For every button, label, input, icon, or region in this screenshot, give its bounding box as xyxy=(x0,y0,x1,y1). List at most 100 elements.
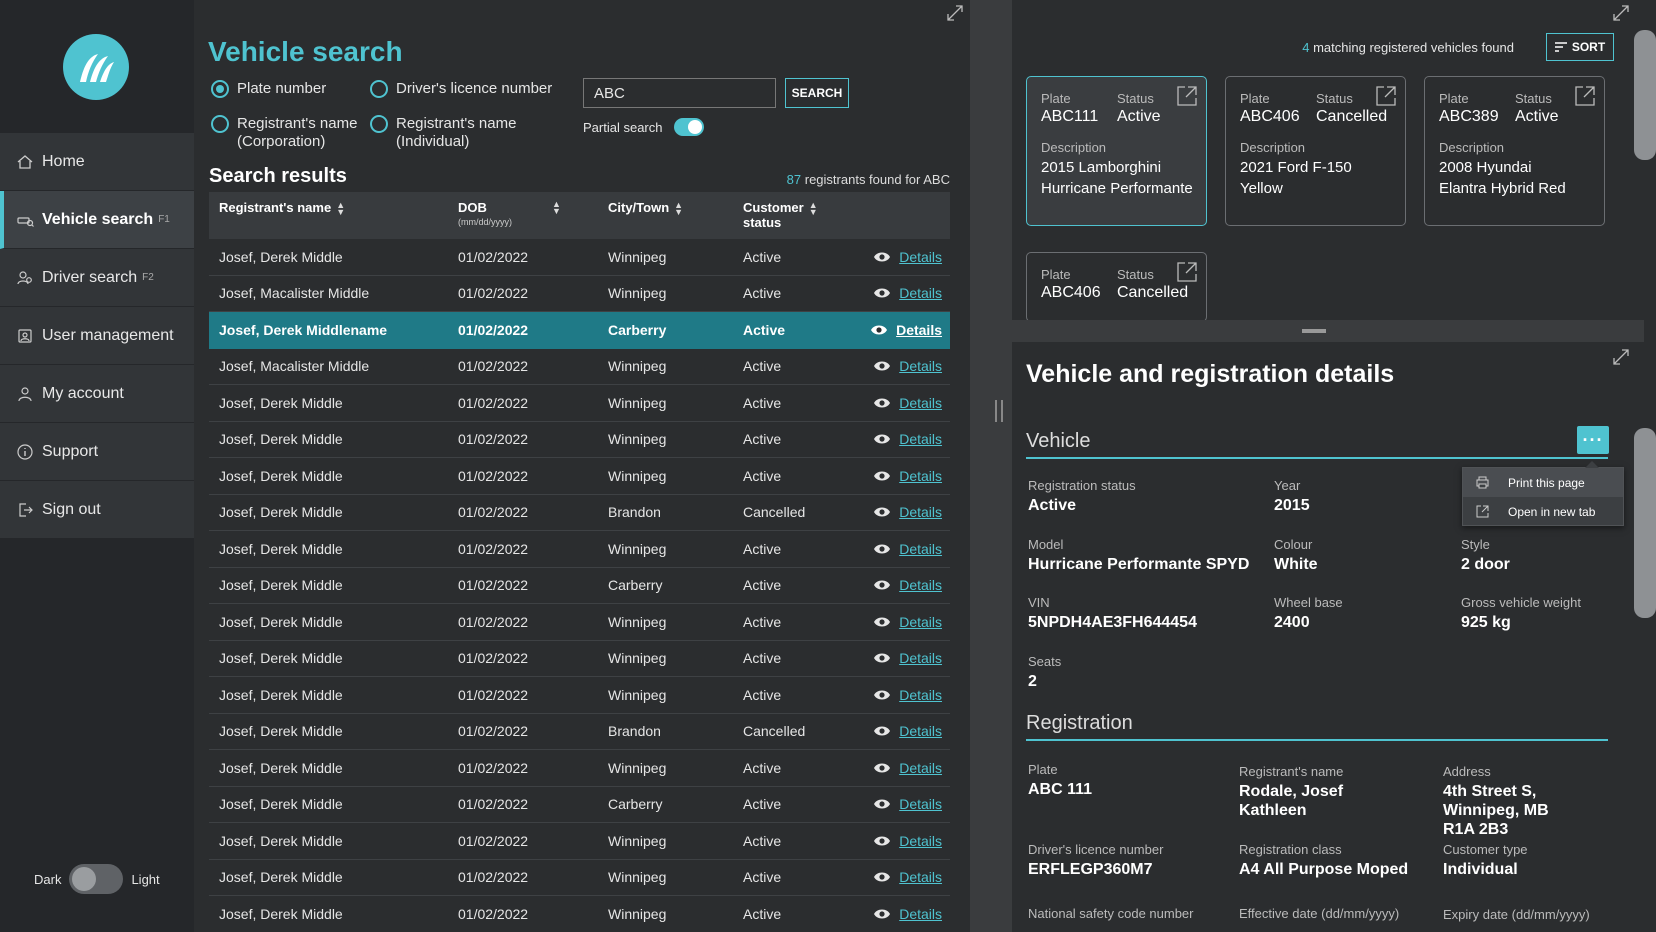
top-scrollbar[interactable] xyxy=(1634,30,1656,160)
divider-grip-icon[interactable] xyxy=(995,400,1003,422)
eye-icon[interactable] xyxy=(873,360,891,372)
menu-item-print[interactable]: Print this page xyxy=(1463,468,1623,497)
details-link[interactable]: Details xyxy=(896,322,942,339)
eye-icon[interactable] xyxy=(873,543,891,555)
more-options-button[interactable]: ··· xyxy=(1577,426,1609,454)
eye-icon[interactable] xyxy=(873,506,891,518)
details-link[interactable]: Details xyxy=(899,431,942,448)
details-link[interactable]: Details xyxy=(899,869,942,886)
table-row[interactable]: Josef, Derek Middle 01/02/2022 Winnipeg Act… xyxy=(209,604,950,641)
eye-icon[interactable] xyxy=(873,871,891,883)
radio-plate-number[interactable]: Plate number xyxy=(211,80,326,98)
vehicle-card[interactable]: Plate ABC389 Status Active Description 2008 H… xyxy=(1424,76,1605,226)
details-link[interactable]: Details xyxy=(899,540,942,557)
radio-registrant-individual[interactable]: Registrant's name (Individual) xyxy=(370,115,520,151)
column-header-name[interactable]: Registrant's name ▲ ▼ xyxy=(209,192,458,239)
eye-icon[interactable] xyxy=(873,287,891,299)
table-row[interactable]: Josef, Derek Middle 01/02/2022 Winnipeg Act… xyxy=(209,422,950,458)
column-header-status[interactable]: Customer ▲ ▼ status xyxy=(743,192,865,239)
sidebar-item-label: Sign out xyxy=(42,500,101,518)
details-link[interactable]: Details xyxy=(899,285,942,302)
expand-icon[interactable] xyxy=(1612,4,1630,22)
vehicle-card[interactable]: Plate ABC406 Status Cancelled xyxy=(1026,252,1207,322)
sidebar-item-home[interactable]: Home xyxy=(0,133,194,191)
partial-search-toggle[interactable] xyxy=(674,118,705,136)
column-header-city[interactable]: City/Town ▲ ▼ xyxy=(608,192,743,239)
sidebar-item-sign-out[interactable]: Sign out xyxy=(0,481,194,539)
sidebar-item-support[interactable]: Support xyxy=(0,423,194,481)
vehicle-card[interactable]: Plate ABC111 Status Active Description 2015 L… xyxy=(1026,76,1207,226)
eye-icon[interactable] xyxy=(873,616,891,628)
details-link[interactable]: Details xyxy=(899,394,942,411)
details-link[interactable]: Details xyxy=(899,686,942,703)
open-external-icon[interactable] xyxy=(1176,261,1198,283)
details-link[interactable]: Details xyxy=(899,796,942,813)
table-row[interactable]: Josef, Derek Middle 01/02/2022 Winnipeg Act… xyxy=(209,896,950,932)
expand-icon[interactable] xyxy=(1612,348,1630,366)
table-row[interactable]: Josef, Derek Middle 01/02/2022 Winnipeg Act… xyxy=(209,750,950,787)
eye-icon[interactable] xyxy=(870,324,888,336)
table-row[interactable]: Josef, Derek Middle 01/02/2022 Winnipeg Act… xyxy=(209,531,950,568)
panel-divider[interactable] xyxy=(970,0,1012,932)
search-input[interactable] xyxy=(584,79,793,107)
details-link[interactable]: Details xyxy=(899,613,942,630)
table-row[interactable]: Josef, Derek Middle 01/02/2022 Winnipeg Act… xyxy=(209,677,950,714)
details-link[interactable]: Details xyxy=(899,759,942,776)
vertical-splitter[interactable] xyxy=(1012,320,1644,342)
table-row[interactable]: Josef, Derek Middle 01/02/2022 Carberry Act… xyxy=(209,568,950,604)
eye-icon[interactable] xyxy=(873,908,891,920)
details-link[interactable]: Details xyxy=(899,248,942,265)
eye-icon[interactable] xyxy=(873,798,891,810)
eye-icon[interactable] xyxy=(873,725,891,737)
table-row[interactable]: Josef, Derek Middle 01/02/2022 Winnipeg Act… xyxy=(209,860,950,896)
sidebar-item-driver-search[interactable]: Driver search F2 xyxy=(0,249,194,307)
details-link[interactable]: Details xyxy=(899,905,942,922)
app-logo[interactable] xyxy=(63,34,129,100)
table-row[interactable]: Josef, Derek Middle 01/02/2022 Winnipeg Act… xyxy=(209,239,950,276)
details-link[interactable]: Details xyxy=(899,577,942,594)
bottom-scrollbar[interactable] xyxy=(1634,428,1656,618)
eye-icon[interactable] xyxy=(873,652,891,664)
eye-icon[interactable] xyxy=(873,251,891,263)
table-row[interactable]: Josef, Macalister Middle 01/02/2022 Winnip… xyxy=(209,349,950,385)
search-button[interactable]: SEARCH xyxy=(785,78,849,108)
table-row[interactable]: Josef, Derek Middlename 01/02/2022 Carberr… xyxy=(209,312,950,349)
details-link[interactable]: Details xyxy=(899,467,942,484)
open-external-icon[interactable] xyxy=(1375,85,1397,107)
table-row[interactable]: Josef, Derek Middle 01/02/2022 Carberry Act… xyxy=(209,787,950,823)
theme-toggle[interactable] xyxy=(69,864,124,894)
eye-icon[interactable] xyxy=(873,689,891,701)
eye-icon[interactable] xyxy=(873,835,891,847)
table-row[interactable]: Josef, Derek Middle 01/02/2022 Winnipeg Act… xyxy=(209,823,950,860)
radio-registrant-corporation[interactable]: Registrant's name (Corporation) xyxy=(211,115,361,151)
details-link[interactable]: Details xyxy=(899,832,942,849)
details-link[interactable]: Details xyxy=(899,358,942,375)
details-link[interactable]: Details xyxy=(899,650,942,667)
table-row[interactable]: Josef, Derek Middle 01/02/2022 Brandon Canc… xyxy=(209,714,950,750)
sidebar-item-vehicle-search[interactable]: Vehicle search F1 xyxy=(0,191,194,249)
sidebar-item-my-account[interactable]: My account xyxy=(0,365,194,423)
table-row[interactable]: Josef, Macalister Middle 01/02/2022 Winnip… xyxy=(209,276,950,312)
column-header-dob[interactable]: DOB (mm/dd/yyyy) ▲ ▼ xyxy=(458,192,608,239)
eye-icon[interactable] xyxy=(873,579,891,591)
eye-icon[interactable] xyxy=(873,433,891,445)
table-row[interactable]: Josef, Derek Middle 01/02/2022 Winnipeg Act… xyxy=(209,385,950,422)
radio-drivers-licence[interactable]: Driver's licence number xyxy=(370,80,552,98)
eye-icon[interactable] xyxy=(873,470,891,482)
eye-icon[interactable] xyxy=(873,762,891,774)
status-label: Status xyxy=(1117,267,1154,282)
expand-icon[interactable] xyxy=(946,4,964,22)
sidebar-item-user-management[interactable]: User management xyxy=(0,307,194,365)
eye-icon[interactable] xyxy=(873,397,891,409)
vehicle-card[interactable]: Plate ABC406 Status Cancelled Description 202… xyxy=(1225,76,1406,226)
field-effective-date: Effective date (dd/mm/yyyy) xyxy=(1239,906,1399,921)
table-row[interactable]: Josef, Derek Middle 01/02/2022 Winnipeg Act… xyxy=(209,458,950,495)
table-row[interactable]: Josef, Derek Middle 01/02/2022 Brandon Canc… xyxy=(209,495,950,531)
open-external-icon[interactable] xyxy=(1176,85,1198,107)
sort-button[interactable]: SORT xyxy=(1546,33,1614,61)
menu-item-open-new-tab[interactable]: Open in new tab xyxy=(1463,497,1623,526)
details-link[interactable]: Details xyxy=(899,504,942,521)
open-external-icon[interactable] xyxy=(1574,85,1596,107)
table-row[interactable]: Josef, Derek Middle 01/02/2022 Winnipeg Act… xyxy=(209,641,950,677)
details-link[interactable]: Details xyxy=(899,723,942,740)
